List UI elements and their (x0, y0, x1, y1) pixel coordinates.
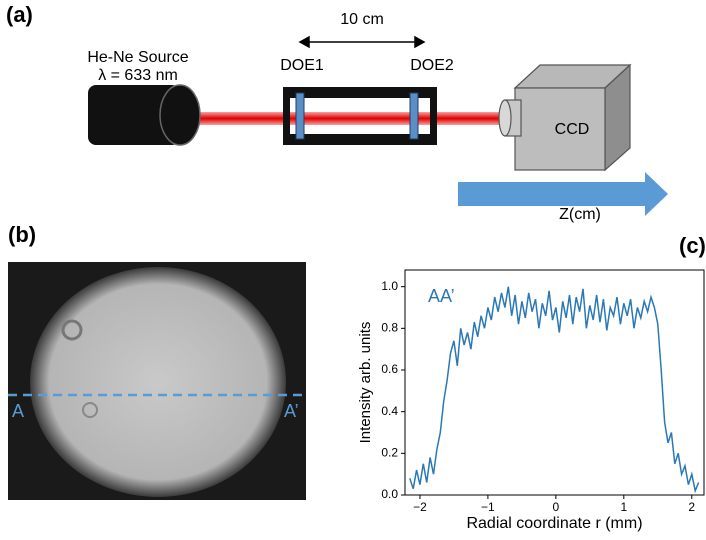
plot-frame (404, 269, 705, 496)
laser-body (88, 85, 180, 145)
profile-line (409, 286, 700, 494)
x-tick-label: 2 (688, 500, 695, 514)
beam-spot (30, 267, 286, 497)
panel-label: (a) (6, 2, 33, 27)
panel-label: (b) (8, 222, 36, 247)
doe1-label: DOE1 (280, 57, 324, 74)
fringe (82, 402, 98, 418)
doe2-plate (409, 92, 419, 140)
marker-a-prime: A’ (284, 401, 299, 421)
x-tick-label: −1 (481, 500, 495, 514)
source-label: He-Ne Source (87, 49, 188, 66)
wavelength-label: λ = 633 nm (98, 67, 178, 84)
x-tick-label: 0 (553, 500, 560, 514)
ccd-camera (498, 63, 632, 172)
panel-label: (c) (679, 233, 706, 258)
y-tick-label: 1.0 (381, 279, 398, 293)
x-tick-label: 1 (620, 500, 627, 514)
marker-a: A (12, 401, 24, 421)
distance-arrow (298, 35, 426, 49)
y-tick-label: 0.2 (381, 446, 398, 460)
z-label: Z(cm) (559, 206, 601, 223)
y-axis-label: Intensity arb. units (357, 322, 374, 444)
x-axis-label: Radial coordinate r (mm) (466, 515, 642, 532)
profile-chart: −2 −1 0 1 2 0.0 0.2 0.4 0.6 0.8 1.0 AA’ Radial coord… (357, 269, 705, 532)
doe2-label: DOE2 (410, 57, 454, 74)
doe1-plate (295, 92, 305, 140)
x-tick-label: −2 (413, 500, 427, 514)
laser-beam-inner (290, 112, 430, 125)
z-arrow (458, 172, 668, 216)
laser-face (159, 84, 201, 146)
y-tick-label: 0.0 (381, 487, 398, 501)
y-tick-label: 0.4 (381, 404, 398, 418)
annotation: AA’ (428, 286, 455, 306)
y-tick-label: 0.8 (381, 321, 398, 335)
fringe (61, 319, 83, 341)
ccd-label: CCD (555, 121, 590, 138)
y-tick-label: 0.6 (381, 362, 398, 376)
distance-label: 10 cm (340, 11, 384, 28)
